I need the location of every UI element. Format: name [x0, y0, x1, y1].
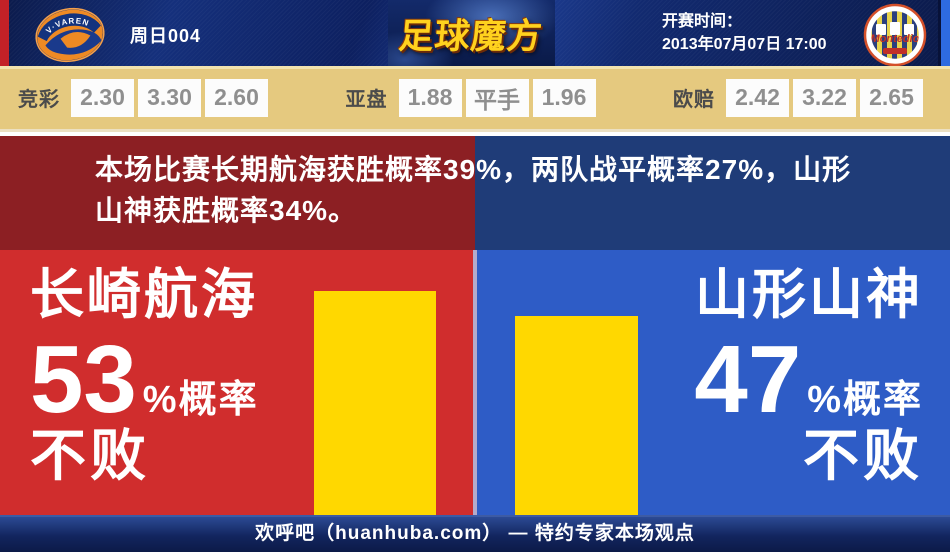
footer-text: 欢呼吧（huanhuba.com） — 特约专家本场观点 — [255, 523, 695, 544]
home-probability-bar — [314, 291, 436, 515]
odds-value-yapan-home: 1.88 — [398, 78, 462, 117]
home-percent-row: 53 %概率 — [30, 326, 259, 433]
left-red-edge-strip — [0, 0, 9, 66]
odds-value-yapan-away: 1.96 — [532, 78, 596, 117]
odds-value-oupei-draw: 3.22 — [793, 78, 856, 117]
home-team-block: 长崎航海 53 %概率 不败 — [30, 266, 259, 486]
prediction-area: 长崎航海 53 %概率 不败 山形山神 47 %概率 不败 — [0, 250, 950, 515]
prediction-summary-text: 本场比赛长期航海获胜概率39%，两队战平概率27%，山形山神获胜概率34%。 — [95, 154, 852, 226]
home-percent-value: 53 — [30, 326, 137, 433]
panel-divider — [473, 250, 477, 515]
away-team-crest-icon: Montedio — [863, 3, 927, 66]
home-team-name: 长崎航海 — [30, 265, 258, 325]
brand-panel: 足球魔方 — [388, 0, 555, 66]
away-crest-text: Montedio — [871, 33, 920, 45]
away-percent-value: 47 — [694, 326, 802, 433]
away-probability-bar — [515, 316, 638, 515]
odds-label-oupei: 欧赔 — [673, 89, 715, 111]
away-team-block: 山形山神 47 %概率 不败 — [694, 266, 923, 486]
odds-value-jingcai-away: 2.60 — [205, 78, 268, 117]
home-outcome-label: 不败 — [30, 424, 150, 487]
odds-group-yapan: 亚盘 1.88 平手 1.96 — [345, 78, 598, 117]
home-team-crest-icon: V·VAREN — [35, 7, 105, 63]
away-percent-row: 47 %概率 — [694, 326, 923, 433]
kickoff-time: 2013年07月07日 17:00 — [662, 36, 827, 53]
home-percent-suffix: %概率 — [142, 379, 259, 421]
match-code: 周日004 — [130, 26, 202, 46]
away-outcome-label: 不败 — [803, 424, 923, 487]
summary-band: 本场比赛长期航海获胜概率39%，两队战平概率27%，山形山神获胜概率34%。 — [0, 136, 950, 250]
brand-logo-text: 足球魔方 — [397, 16, 545, 56]
top-bar: V·VAREN 周日004 足球魔方 开赛时间： 2013年07月07日 17:… — [0, 0, 950, 66]
summary-band-blue-half — [475, 136, 950, 250]
odds-value-oupei-away: 2.65 — [860, 78, 923, 117]
kickoff-label: 开赛时间： — [662, 13, 743, 30]
odds-group-oupei: 欧赔 2.42 3.22 2.65 — [673, 78, 925, 117]
odds-value-jingcai-home: 2.30 — [71, 78, 134, 117]
right-blue-edge-strip — [938, 0, 950, 66]
kickoff-time-block: 开赛时间： 2013年07月07日 17:00 — [662, 10, 827, 56]
away-percent-suffix: %概率 — [807, 379, 923, 421]
summary-band-red-half — [0, 136, 475, 250]
odds-label-jingcai: 竞彩 — [18, 89, 60, 111]
odds-value-yapan-handicap: 平手 — [465, 78, 529, 117]
separator-line — [0, 129, 950, 136]
away-team-name: 山形山神 — [695, 265, 923, 325]
footer-bar: 欢呼吧（huanhuba.com） — 特约专家本场观点 — [0, 515, 950, 552]
odds-value-oupei-home: 2.42 — [726, 78, 789, 117]
odds-bar: 竞彩 2.30 3.30 2.60 亚盘 1.88 平手 1.96 欧赔 2.4… — [0, 66, 950, 129]
odds-group-jingcai: 竞彩 2.30 3.30 2.60 — [18, 78, 270, 117]
odds-value-jingcai-draw: 3.30 — [138, 78, 201, 117]
odds-label-yapan: 亚盘 — [345, 89, 388, 111]
